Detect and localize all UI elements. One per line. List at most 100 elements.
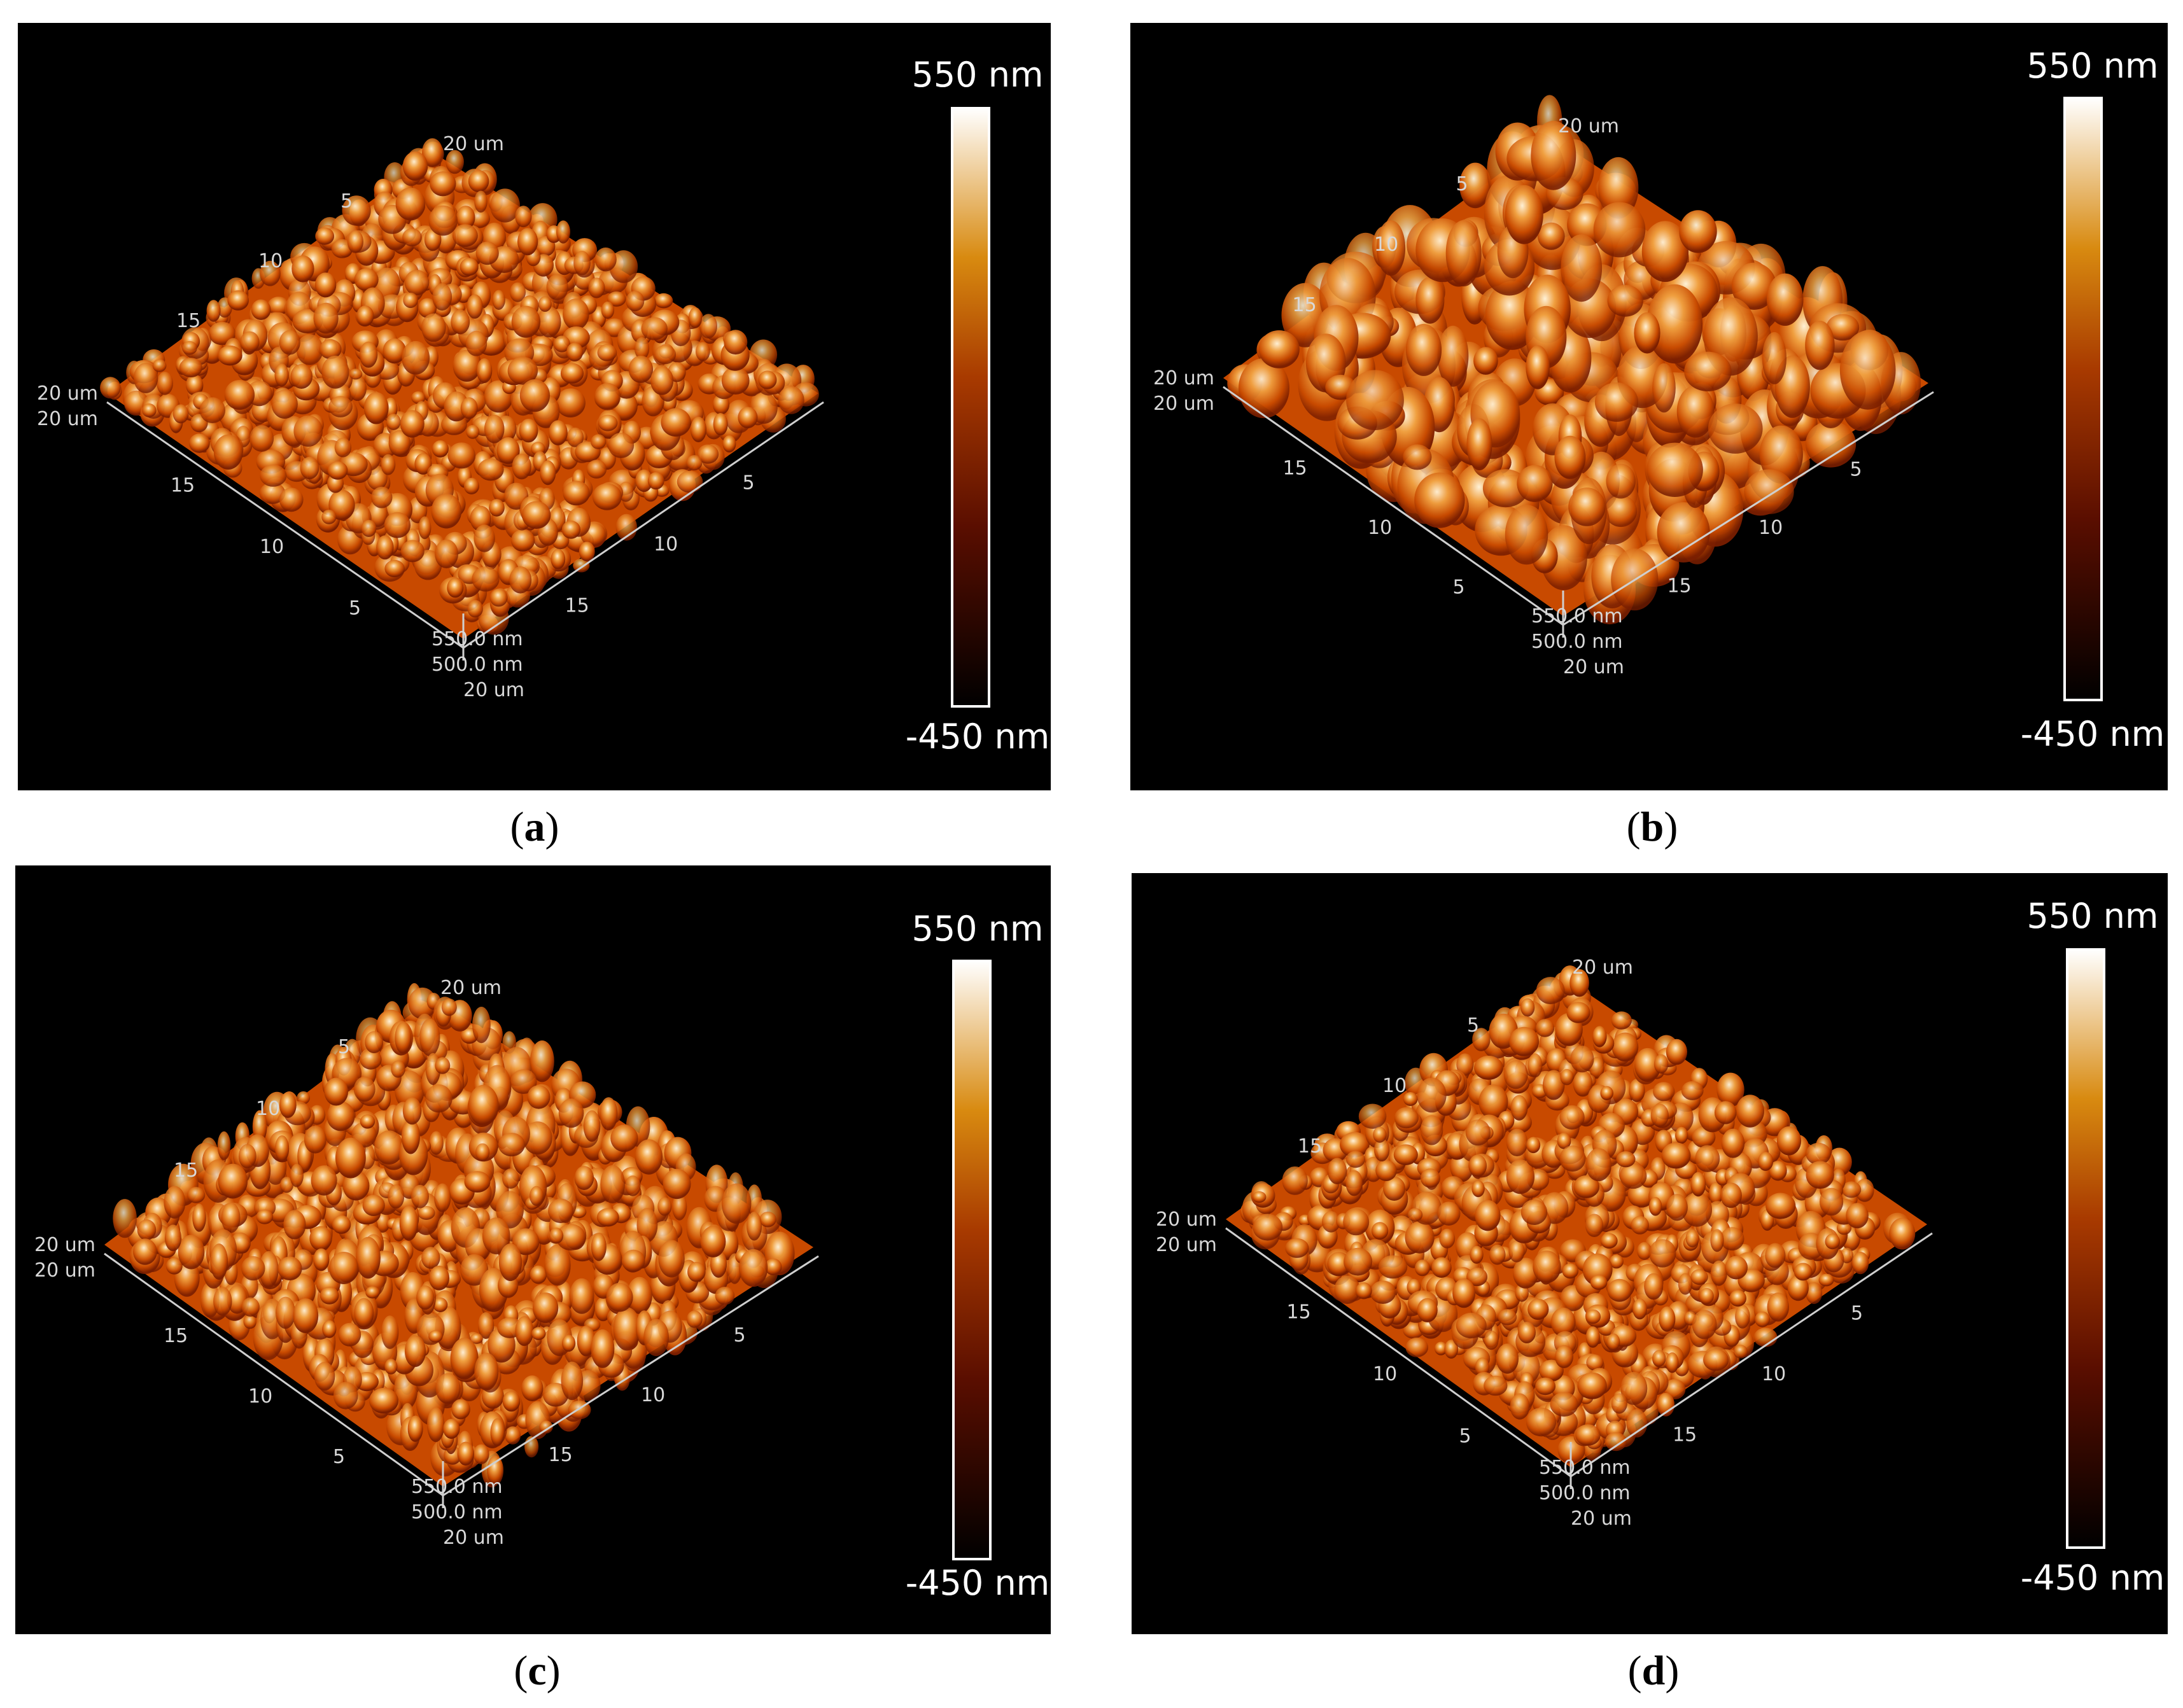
surface-grain: [1550, 1392, 1578, 1417]
surface-grain: [523, 1121, 552, 1155]
surface-grain: [1374, 1138, 1390, 1162]
surface-grain: [152, 359, 167, 372]
tick-left-corner-2: 20 um: [1156, 1234, 1217, 1256]
surface-grain: [1459, 162, 1491, 209]
surface-grain: [1720, 1227, 1744, 1251]
surface-grain: [1253, 1214, 1283, 1241]
surface-grain: [1489, 1244, 1506, 1265]
surface-grain: [474, 190, 488, 213]
surface-grain: [164, 1224, 182, 1252]
z-tick-min: 500.0 nm: [1531, 631, 1623, 653]
tick-front-right: 10: [654, 533, 678, 556]
surface-grain: [1405, 1337, 1429, 1357]
surface-grain: [218, 1163, 248, 1199]
surface-grain: [326, 1101, 355, 1131]
surface-grain: [1520, 1199, 1548, 1225]
surface-grain: [592, 483, 622, 510]
surface-grain: [354, 268, 379, 291]
surface-grain: [1531, 120, 1576, 190]
scale-min-label: -450 nm: [2021, 714, 2165, 754]
surface-grain: [1646, 284, 1703, 364]
surface-grain: [460, 397, 478, 419]
z-tick-max: 550.0 nm: [1531, 605, 1623, 627]
afm-surface-d: 5 10 15 20 um 20 um 15 10 5 20 um 550.0 nm 500.0 n…: [1156, 896, 2165, 1598]
surface-grain: [1517, 465, 1553, 502]
surface-grain: [1405, 323, 1442, 376]
surface-grain: [356, 1236, 381, 1279]
surface-grain: [290, 1163, 304, 1187]
surface-grain: [688, 307, 702, 328]
surface-grain: [1542, 1070, 1565, 1100]
tick-back-left: 15: [1293, 294, 1317, 316]
surface-grain: [635, 337, 650, 360]
surface-grain: [133, 1238, 157, 1265]
surface-grain: [319, 1287, 339, 1305]
surface-grain: [435, 1373, 461, 1404]
surface-grain: [1586, 1354, 1604, 1371]
surface-grain: [371, 486, 393, 508]
surface-grain: [540, 460, 556, 486]
tick-left-corner-2: 20 um: [34, 1259, 95, 1282]
afm-panel-a: 5 10 15 20 um 20 um 15 10 5 20 um 550.0 nm 500.0 n…: [18, 23, 1051, 790]
surface-grain: [181, 340, 197, 355]
surface-grain: [400, 540, 425, 563]
surface-grain: [1607, 1278, 1632, 1302]
surface-grain: [470, 1333, 483, 1344]
surface-grain: [556, 220, 570, 244]
surface-grain: [697, 444, 719, 464]
surface-grain: [465, 330, 488, 356]
surface-grain: [597, 344, 617, 361]
surface-grain: [1562, 1263, 1579, 1279]
tick-front-left: 5: [333, 1446, 345, 1468]
surface-grain: [537, 306, 561, 338]
surface-grain: [280, 1177, 293, 1193]
surface-grain: [435, 539, 458, 569]
surface-grain: [677, 470, 703, 493]
surface-grain: [441, 998, 457, 1016]
surface-grain: [1393, 1144, 1418, 1165]
surface-grain: [451, 309, 470, 335]
surface-grain: [594, 382, 621, 410]
surface-grain: [1690, 1172, 1706, 1197]
surface-grain: [381, 1315, 399, 1349]
surface-grain: [1434, 1341, 1448, 1355]
surface-grain: [1415, 277, 1445, 324]
surface-grain: [1555, 1345, 1573, 1368]
surface-grain: [321, 355, 349, 389]
surface-grain: [490, 188, 520, 223]
surface-grain: [475, 1143, 490, 1161]
tick-front-right: 15: [565, 595, 589, 617]
tick-front-left: 15: [171, 475, 195, 497]
surface-grain: [463, 477, 480, 494]
tick-front-left: 10: [260, 536, 284, 558]
tick-front-left: 10: [248, 1385, 272, 1408]
surface-grain: [1569, 969, 1589, 997]
surface-grain: [608, 432, 635, 458]
surface-grain: [421, 313, 446, 342]
surface-grain: [418, 516, 432, 540]
surface-grain: [187, 1187, 206, 1203]
surface-grain: [1649, 1239, 1676, 1268]
tick-back-left: 10: [256, 1098, 280, 1120]
surface-grain: [1527, 1053, 1543, 1078]
tick-front-left: 15: [164, 1325, 188, 1347]
surface-grain: [1710, 1260, 1727, 1286]
surface-grain: [738, 407, 758, 428]
surface-grain: [1472, 1028, 1491, 1051]
surface-grain: [1776, 1126, 1802, 1156]
surface-grain: [1787, 1275, 1809, 1301]
surface-grain: [490, 1418, 505, 1446]
surface-grain: [314, 1362, 335, 1391]
surface-grain: [1505, 505, 1548, 565]
surface-grain: [367, 465, 388, 491]
surface-grain: [402, 1097, 422, 1125]
surface-grain: [1616, 1151, 1636, 1168]
surface-grain: [450, 1338, 479, 1380]
surface-grain: [369, 1387, 398, 1414]
surface-grain: [384, 559, 405, 578]
surface-grain: [1437, 325, 1469, 387]
tick-top-corner: 20 um: [1558, 115, 1619, 137]
surface-grain: [722, 435, 736, 452]
surface-grain: [1644, 1273, 1664, 1300]
surface-grain: [1407, 1278, 1421, 1296]
